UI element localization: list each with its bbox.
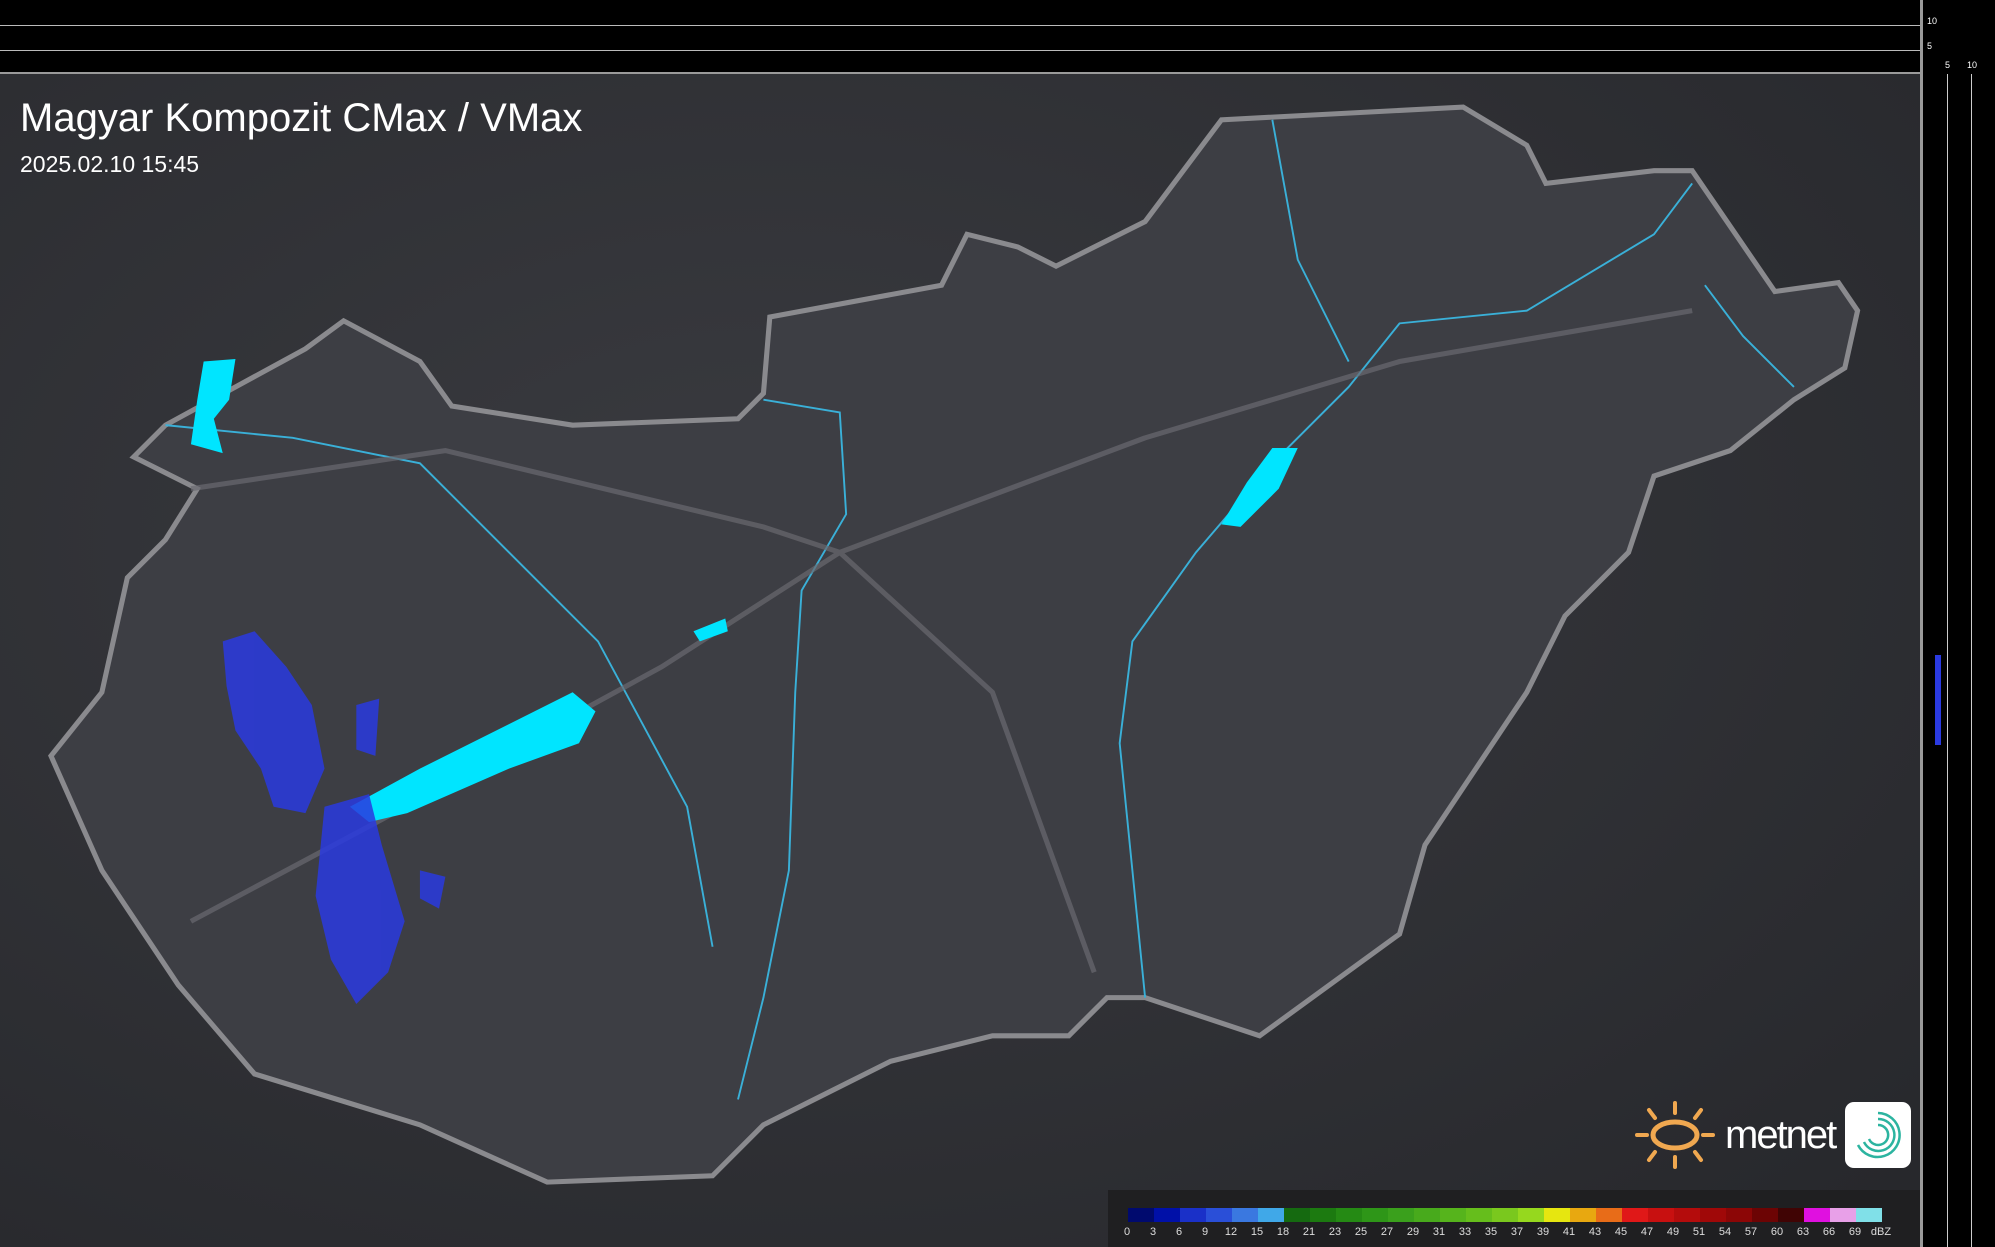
legend-label: 0 bbox=[1123, 1226, 1131, 1238]
legend-label: 33 bbox=[1458, 1226, 1472, 1238]
legend-swatch bbox=[1856, 1208, 1882, 1222]
legend-label: 37 bbox=[1510, 1226, 1524, 1238]
legend-swatch bbox=[1830, 1208, 1856, 1222]
legend-swatch bbox=[1206, 1208, 1232, 1222]
legend-label: 45 bbox=[1614, 1226, 1628, 1238]
legend-swatch bbox=[1804, 1208, 1830, 1222]
legend-swatch bbox=[1232, 1208, 1258, 1222]
tick-label: 5 bbox=[1945, 60, 1951, 70]
legend-label: 43 bbox=[1588, 1226, 1602, 1238]
lake-balaton bbox=[349, 692, 596, 823]
legend-labels: 0 3 6 9 12 15 18 21 23 25 27 29 31 33 35 37 39 41 43 45 47 49… bbox=[1114, 1226, 1894, 1238]
gridline bbox=[1971, 74, 1972, 1247]
legend-label: 41 bbox=[1562, 1226, 1576, 1238]
legend-swatch bbox=[1492, 1208, 1518, 1222]
legend-swatch bbox=[1778, 1208, 1804, 1222]
lakes bbox=[190, 358, 1298, 823]
legend-swatch bbox=[1570, 1208, 1596, 1222]
legend-swatch bbox=[1622, 1208, 1648, 1222]
legend-color-bar bbox=[1128, 1208, 1882, 1222]
legend-swatch bbox=[1726, 1208, 1752, 1222]
legend-swatch bbox=[1128, 1208, 1154, 1222]
legend-label: 21 bbox=[1302, 1226, 1316, 1238]
profile-echo bbox=[1935, 655, 1941, 745]
legend-label: 27 bbox=[1380, 1226, 1394, 1238]
lake-ferto bbox=[190, 358, 236, 454]
legend-swatch bbox=[1518, 1208, 1544, 1222]
legend-label: 18 bbox=[1276, 1226, 1290, 1238]
legend-label: 66 bbox=[1822, 1226, 1836, 1238]
legend-swatch bbox=[1544, 1208, 1570, 1222]
legend-swatch bbox=[1440, 1208, 1466, 1222]
brand-name: metnet bbox=[1725, 1112, 1837, 1157]
legend-label: 69 bbox=[1848, 1226, 1862, 1238]
legend-label: 3 bbox=[1149, 1226, 1157, 1238]
map-timestamp: 2025.02.10 15:45 bbox=[20, 151, 200, 177]
legend-swatch bbox=[1362, 1208, 1388, 1222]
legend-label: 57 bbox=[1744, 1226, 1758, 1238]
legend-swatch bbox=[1388, 1208, 1414, 1222]
legend-swatch bbox=[1180, 1208, 1206, 1222]
map-title: Magyar Kompozit CMax / VMax bbox=[20, 96, 583, 140]
lake-velence bbox=[693, 618, 728, 642]
legend-label: 23 bbox=[1328, 1226, 1342, 1238]
legend-label: 51 bbox=[1692, 1226, 1706, 1238]
tick-label: 10 bbox=[1967, 60, 1978, 70]
sun-icon bbox=[1635, 1101, 1715, 1169]
legend-label: 12 bbox=[1224, 1226, 1238, 1238]
legend-swatch bbox=[1310, 1208, 1336, 1222]
legend-swatch bbox=[1258, 1208, 1284, 1222]
legend-swatch bbox=[1336, 1208, 1362, 1222]
legend-label: 49 bbox=[1666, 1226, 1680, 1238]
legend-label: 31 bbox=[1432, 1226, 1446, 1238]
legend-label: 6 bbox=[1175, 1226, 1183, 1238]
legend-label: 15 bbox=[1250, 1226, 1264, 1238]
radar-map[interactable] bbox=[0, 74, 1920, 1247]
swirl-icon bbox=[1857, 1111, 1902, 1159]
tick-label: 10 bbox=[1927, 16, 1938, 26]
legend-swatch bbox=[1674, 1208, 1700, 1222]
legend-label: 9 bbox=[1201, 1226, 1209, 1238]
lake-tisza bbox=[1221, 448, 1298, 527]
gridline bbox=[0, 50, 1920, 51]
rivers bbox=[165, 119, 1795, 1100]
brand-logo: metnet bbox=[1635, 1100, 1912, 1170]
precipitation bbox=[222, 631, 446, 1005]
legend-swatch bbox=[1284, 1208, 1310, 1222]
legend-swatch bbox=[1596, 1208, 1622, 1222]
legend-label: 25 bbox=[1354, 1226, 1368, 1238]
legend-label: 35 bbox=[1484, 1226, 1498, 1238]
legend-swatch bbox=[1700, 1208, 1726, 1222]
legend-label: 47 bbox=[1640, 1226, 1654, 1238]
gridline bbox=[1947, 74, 1948, 1247]
legend-swatch bbox=[1414, 1208, 1440, 1222]
gridline bbox=[0, 25, 1920, 26]
legend-label: 60 bbox=[1770, 1226, 1784, 1238]
legend-unit: dBZ bbox=[1870, 1226, 1892, 1238]
country-outline bbox=[48, 104, 1861, 1185]
legend-label: 39 bbox=[1536, 1226, 1550, 1238]
legend-swatch bbox=[1648, 1208, 1674, 1222]
legend-label: 54 bbox=[1718, 1226, 1732, 1238]
legend-swatch bbox=[1154, 1208, 1180, 1222]
legend-label: 29 bbox=[1406, 1226, 1420, 1238]
legend-label: 63 bbox=[1796, 1226, 1810, 1238]
legend-swatch bbox=[1752, 1208, 1778, 1222]
side-profile-panel: 10 5 5 10 bbox=[1920, 0, 1995, 1247]
map-canvas bbox=[48, 104, 1861, 1185]
dbz-color-legend: 0 3 6 9 12 15 18 21 23 25 27 29 31 33 35 37 39 41 43 45 47 49… bbox=[1108, 1190, 1920, 1247]
top-profile-panel bbox=[0, 0, 1920, 74]
legend-swatch bbox=[1466, 1208, 1492, 1222]
app-logo bbox=[1845, 1102, 1912, 1168]
tick-label: 5 bbox=[1927, 41, 1933, 51]
